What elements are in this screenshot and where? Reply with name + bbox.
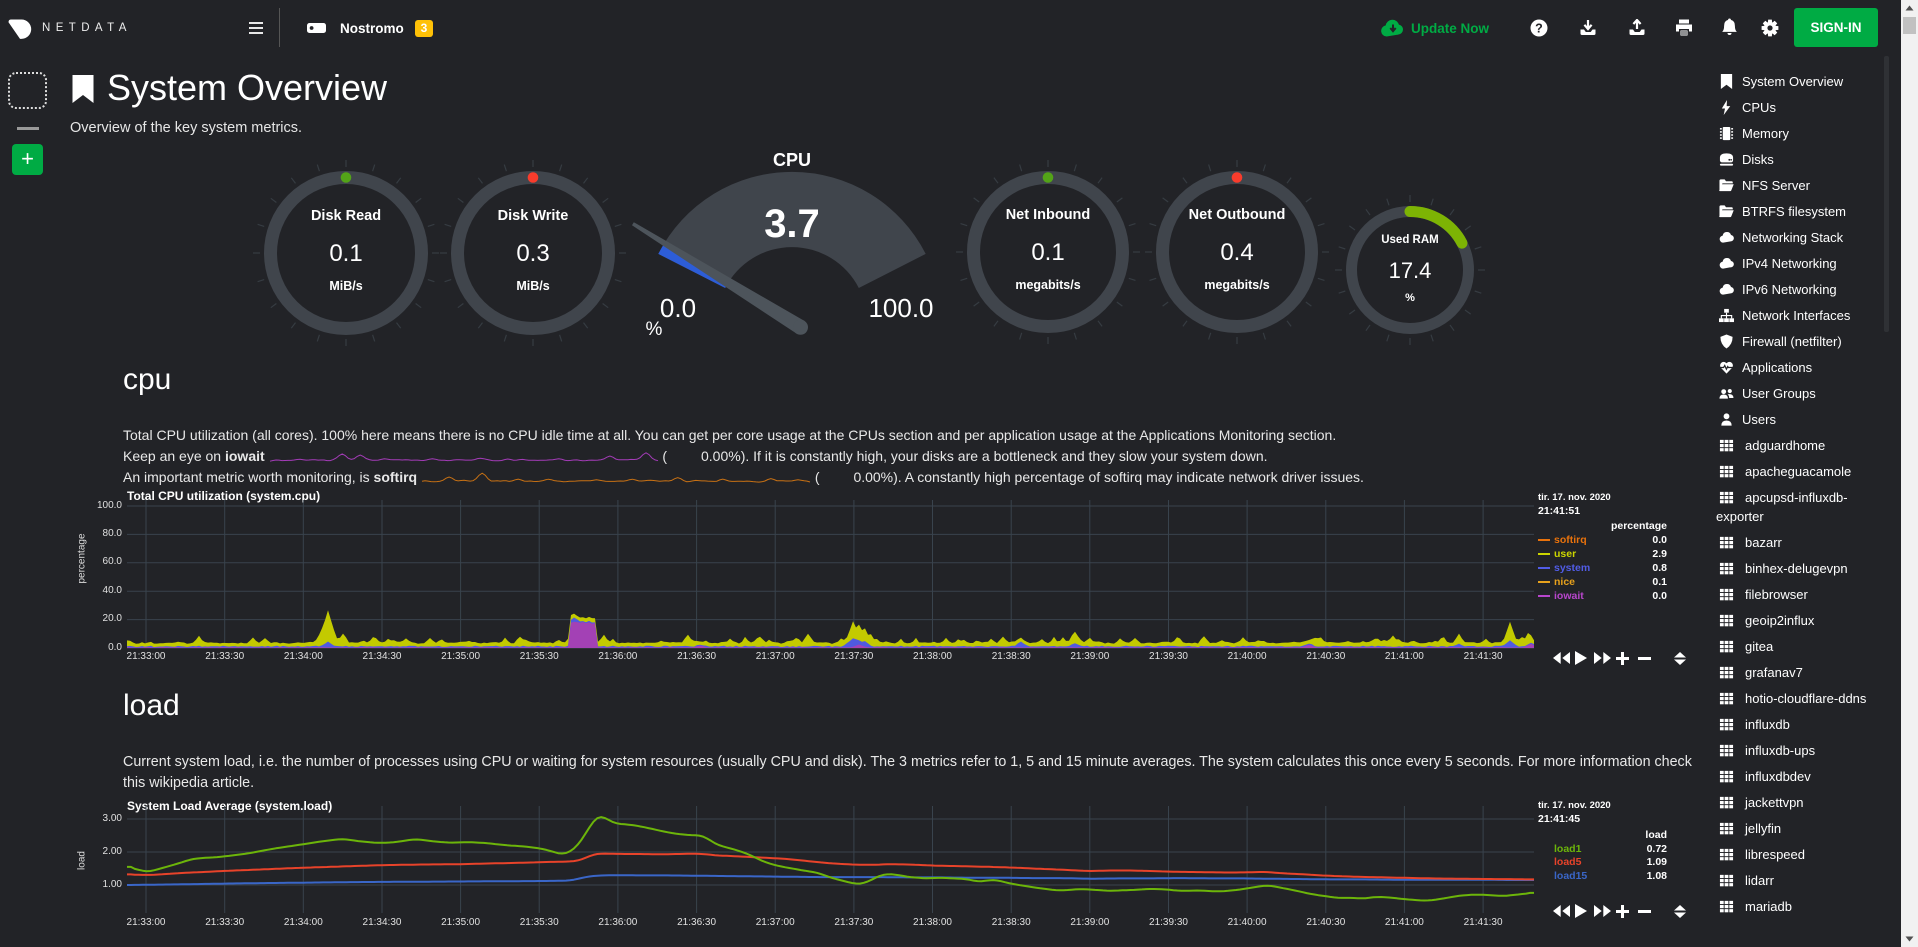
svg-text:?: ? (1535, 21, 1543, 35)
